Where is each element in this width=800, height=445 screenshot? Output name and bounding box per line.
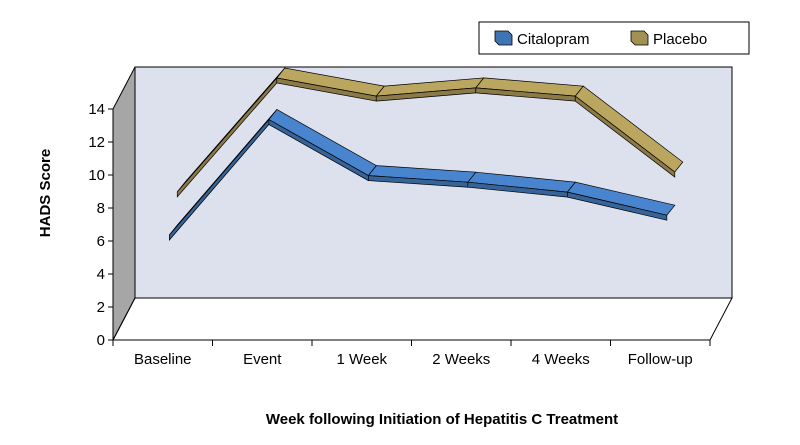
legend-item-placebo: Placebo bbox=[630, 30, 707, 48]
y-tick-label: 2 bbox=[97, 299, 105, 316]
legend-item-citalopram: Citalopram bbox=[494, 30, 590, 48]
legend: Citalopram Placebo bbox=[478, 21, 750, 55]
ribbon-front-segment bbox=[574, 95, 676, 178]
y-tick-label: 10 bbox=[88, 167, 105, 184]
x-axis: Baseline Event 1 Week 2 Weeks 4 Weeks Follow-… bbox=[112, 339, 711, 368]
x-axis-title: Week following Initiation of Hepatitis C… bbox=[266, 411, 618, 428]
y-tick-label: 12 bbox=[88, 134, 105, 151]
series-layer bbox=[169, 67, 684, 241]
y-tick-label: 6 bbox=[97, 233, 105, 250]
x-tick-label: Baseline bbox=[134, 351, 192, 368]
x-tick-label: 1 Week bbox=[336, 351, 387, 368]
series-placebo bbox=[176, 67, 684, 198]
side-wall bbox=[112, 66, 136, 341]
x-tick-label: 4 Weeks bbox=[532, 351, 590, 368]
legend-swatch-citalopram bbox=[494, 30, 513, 46]
y-axis-title: HADS Score bbox=[37, 149, 54, 237]
series-citalopram bbox=[169, 109, 676, 241]
x-tick-label: 2 Weeks bbox=[432, 351, 490, 368]
x-tick-label: Follow-up bbox=[628, 351, 693, 368]
floor bbox=[112, 297, 733, 341]
y-tick-label: 4 bbox=[97, 266, 105, 283]
legend-label-placebo: Placebo bbox=[653, 31, 707, 48]
legend-label-citalopram: Citalopram bbox=[517, 31, 590, 48]
y-tick-label: 8 bbox=[97, 200, 105, 217]
legend-swatch-placebo bbox=[630, 30, 649, 46]
plot-area: 0 2 4 6 8 10 12 14 Baseline Event 1 Week 2 Weeks 4 … bbox=[88, 66, 733, 368]
y-tick-label: 0 bbox=[97, 332, 105, 349]
y-tick-label: 14 bbox=[88, 101, 105, 118]
y-axis: 0 2 4 6 8 10 12 14 bbox=[88, 101, 114, 349]
x-tick-label: Event bbox=[243, 351, 282, 368]
legend-box bbox=[478, 21, 750, 55]
ribbon-front-segment bbox=[566, 191, 668, 221]
